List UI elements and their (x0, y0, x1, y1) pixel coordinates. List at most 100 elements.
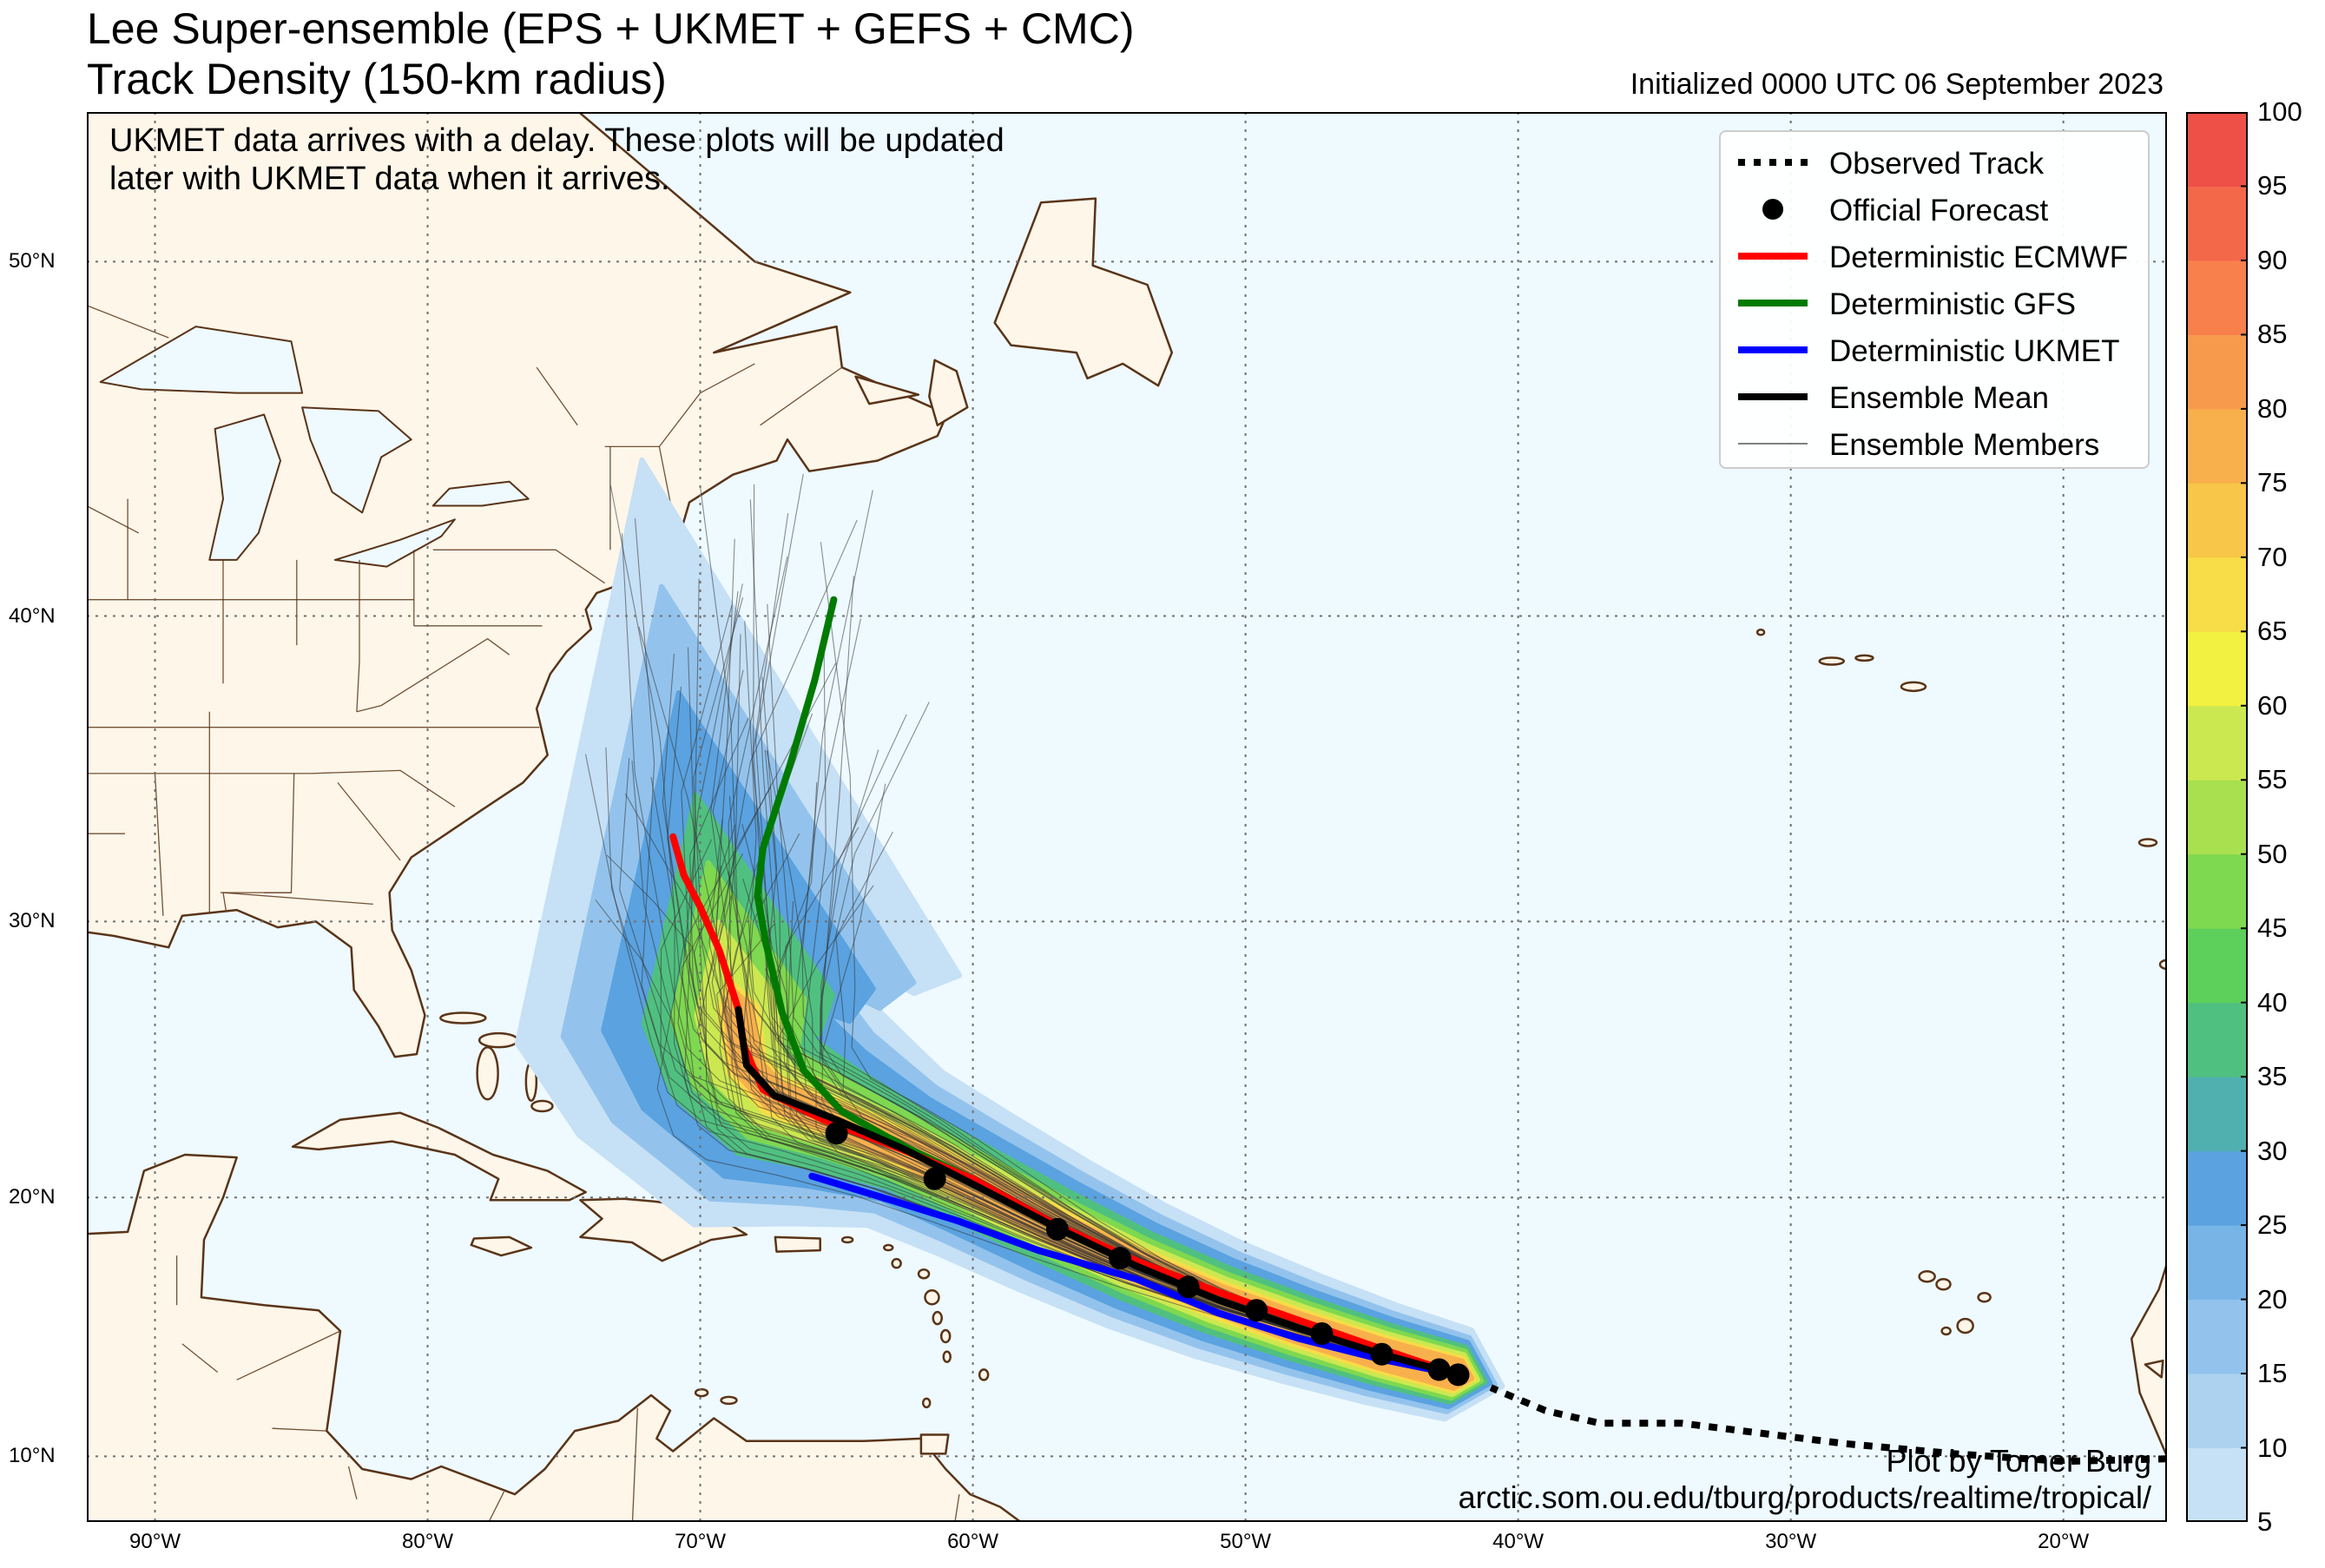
colorbar-bin-25 (2186, 1150, 2248, 1226)
official-forecast-point (1310, 1322, 1334, 1346)
colorbar-tick-label: 65 (2257, 616, 2288, 647)
africa-coastline-detail (2144, 1359, 2164, 1379)
west-africa-coast (2130, 1262, 2167, 1458)
madeira-canary-island (2137, 838, 2158, 847)
country-border (236, 1330, 341, 1380)
colorbar-tick-label: 55 (2257, 764, 2288, 795)
legend-entry: Ensemble Members (1721, 420, 2148, 467)
colorbar-tick-label: 85 (2257, 319, 2288, 350)
colorbar-bin-15 (2186, 1299, 2248, 1374)
latitude-tick-label: 20°N (9, 1185, 56, 1209)
official-forecast-point (1045, 1217, 1069, 1241)
colorbar-bin-95 (2186, 112, 2248, 187)
colorbar-bin-30 (2186, 1077, 2248, 1152)
legend-entry: Observed Track (1721, 139, 2148, 186)
longitude-tick-label: 20°W (2038, 1530, 2090, 1553)
small-island (694, 1387, 709, 1398)
country-border (488, 1491, 505, 1522)
lat-lon-gridlines (87, 112, 2167, 1522)
latitude-tick-label: 10°N (9, 1444, 56, 1468)
lake-erie (333, 518, 456, 568)
legend-entry: Deterministic ECMWF (1721, 233, 2148, 280)
state-border (760, 366, 843, 426)
longitude-tick-label: 60°W (947, 1530, 999, 1553)
legend-entry: Ensemble Mean (1721, 373, 2148, 420)
observed-track (1489, 1384, 2167, 1466)
colorbar-bin-90 (2186, 186, 2248, 261)
state-border (222, 892, 373, 911)
official-forecast-point (1176, 1275, 1200, 1299)
chart-title: Lee Super-ensemble (EPS + UKMET + GEFS +… (87, 4, 1135, 53)
colorbar-bin-60 (2186, 631, 2248, 707)
colorbar-tick-label: 80 (2257, 392, 2288, 424)
lesser-antilles-island (891, 1257, 902, 1269)
state-border (604, 363, 755, 448)
plot-credit: Plot by Tomer Burg arctic.som.ou.edu/tbu… (1459, 1443, 2151, 1516)
colorbar-bin-55 (2186, 705, 2248, 781)
colorbar-bin-65 (2186, 557, 2248, 632)
latitude-tick-label: 40°N (9, 603, 56, 628)
legend-swatch (1738, 393, 1808, 400)
colorbar-bin-50 (2186, 780, 2248, 855)
colorbar-tick-label: 100 (2257, 96, 2302, 127)
legend-swatch (1738, 159, 1808, 166)
colorbar (2186, 112, 2248, 1522)
legend-swatch (1738, 253, 1808, 260)
small-island (720, 1395, 738, 1406)
cape-verde-island (1977, 1291, 1992, 1303)
legend-entry: Official Forecast (1721, 186, 2148, 233)
colorbar-tick-label: 40 (2257, 986, 2288, 1018)
map-frame (87, 112, 2167, 1522)
bahamas-island (530, 1099, 554, 1113)
state-border (432, 549, 605, 584)
cape-verde-island (1940, 1326, 1952, 1336)
colorbar-tick-labels: 5 10 15 20 25 30 35 40 45 50 55 60 65 70 75 80 85 90 95 100 (2257, 96, 2325, 1537)
legend-label: Deterministic ECMWF (1829, 240, 2129, 274)
puerto-rico (774, 1235, 821, 1253)
ensemble-member-track (631, 761, 1459, 1375)
colorbar-bin-75 (2186, 408, 2248, 484)
legend-entry: Deterministic GFS (1721, 280, 2148, 326)
newfoundland (993, 197, 1174, 387)
initialization-time: Initialized 0000 UTC 06 September 2023 (1630, 68, 2164, 101)
legend-entry: Deterministic UKMET (1721, 326, 2148, 373)
colorbar-tick-label: 5 (2257, 1506, 2273, 1537)
colorbar-tick-label: 95 (2257, 170, 2288, 201)
state-border (154, 773, 164, 916)
colorbar-tick-label: 90 (2257, 244, 2288, 275)
azores-island (1755, 628, 1766, 636)
ensemble-member-track (660, 839, 1459, 1375)
colorbar-tick-label: 30 (2257, 1135, 2288, 1166)
legend-label: Ensemble Members (1829, 428, 2100, 462)
credit-url: arctic.som.ou.edu/tburg/products/realtim… (1458, 1479, 2151, 1515)
colorbar-tick-label: 70 (2257, 541, 2288, 572)
colorbar-tick-label: 25 (2257, 1209, 2288, 1241)
official-forecast-point (1446, 1363, 1470, 1387)
lesser-antilles-island (924, 1288, 940, 1306)
longitude-tick-label: 50°W (1220, 1530, 1272, 1553)
legend-label: Official Forecast (1829, 194, 2049, 227)
official-forecast-point (1427, 1358, 1451, 1381)
cape-breton (928, 359, 969, 427)
longitude-tick-label: 30°W (1765, 1530, 1817, 1553)
legend-label: Deterministic UKMET (1829, 334, 2120, 368)
country-border (631, 1407, 638, 1522)
colorbar-bin-80 (2186, 334, 2248, 410)
state-border (337, 781, 401, 861)
country-border (272, 1427, 327, 1432)
official-forecast-point (1109, 1247, 1132, 1270)
lesser-antilles-island (978, 1368, 990, 1381)
land-layer (87, 112, 2167, 1522)
bahamas-island (476, 1046, 499, 1101)
lesser-antilles-island (840, 1235, 854, 1244)
state-border (87, 305, 169, 339)
legend-label: Deterministic GFS (1829, 287, 2076, 321)
longitude-tick-label: 90°W (129, 1530, 181, 1553)
state-border (356, 559, 360, 712)
official-forecast-point (825, 1122, 848, 1145)
lake-huron (301, 406, 412, 514)
credit-author: Plot by Tomer Burg (1886, 1443, 2151, 1479)
cape-verde-island (1918, 1269, 1936, 1283)
colorbar-tick-label: 10 (2257, 1432, 2288, 1463)
azores-island (1818, 656, 1846, 666)
